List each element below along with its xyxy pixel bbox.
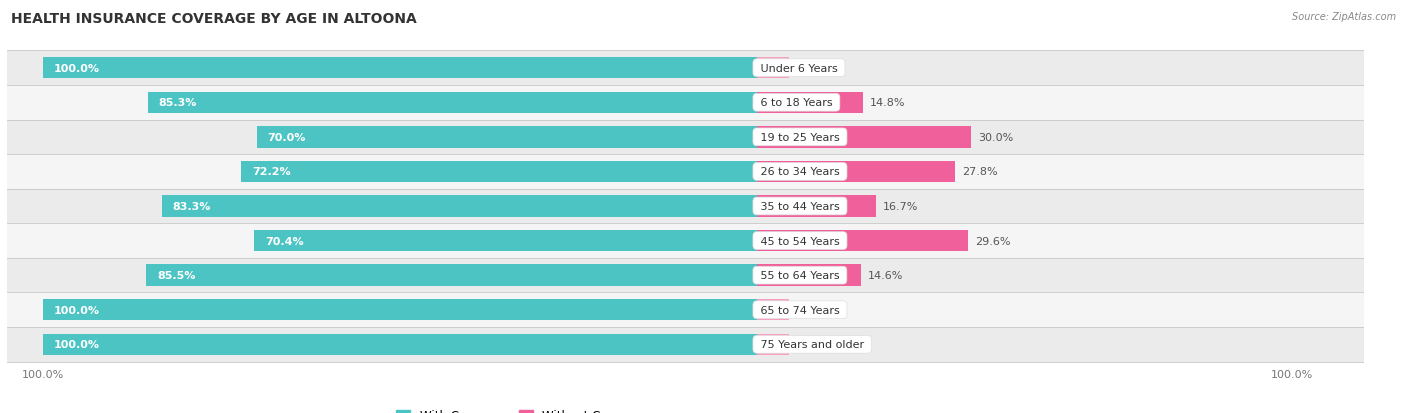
Bar — [7, 327, 1406, 362]
Bar — [756, 93, 862, 114]
Text: 100.0%: 100.0% — [53, 64, 100, 74]
Bar — [162, 196, 756, 217]
Bar — [7, 258, 1406, 293]
Text: 0.0%: 0.0% — [796, 64, 824, 74]
Text: 85.3%: 85.3% — [159, 98, 197, 108]
Bar — [756, 334, 789, 355]
Bar — [756, 161, 955, 183]
Bar — [146, 265, 756, 286]
Bar — [254, 230, 756, 252]
Bar — [7, 51, 1406, 86]
Text: 70.0%: 70.0% — [267, 133, 307, 142]
Text: HEALTH INSURANCE COVERAGE BY AGE IN ALTOONA: HEALTH INSURANCE COVERAGE BY AGE IN ALTO… — [11, 12, 418, 26]
Text: 100.0%: 100.0% — [53, 339, 100, 349]
Text: 75 Years and older: 75 Years and older — [756, 339, 868, 349]
Bar — [42, 334, 756, 355]
Bar — [42, 299, 756, 320]
Bar — [7, 189, 1406, 224]
Bar — [7, 224, 1406, 258]
Text: 100.0%: 100.0% — [53, 305, 100, 315]
Text: 14.8%: 14.8% — [870, 98, 905, 108]
Bar — [756, 196, 876, 217]
Text: 29.6%: 29.6% — [976, 236, 1011, 246]
Bar — [756, 58, 789, 79]
Bar — [7, 293, 1406, 327]
Text: 30.0%: 30.0% — [979, 133, 1014, 142]
Bar — [756, 230, 969, 252]
Text: 0.0%: 0.0% — [796, 339, 824, 349]
Text: Source: ZipAtlas.com: Source: ZipAtlas.com — [1292, 12, 1396, 22]
Text: Under 6 Years: Under 6 Years — [756, 64, 841, 74]
Text: 70.4%: 70.4% — [264, 236, 304, 246]
Text: 6 to 18 Years: 6 to 18 Years — [756, 98, 837, 108]
Bar — [148, 93, 756, 114]
Text: 85.5%: 85.5% — [157, 271, 195, 280]
Bar — [756, 265, 860, 286]
Text: 27.8%: 27.8% — [963, 167, 998, 177]
Text: 26 to 34 Years: 26 to 34 Years — [756, 167, 844, 177]
Text: 72.2%: 72.2% — [252, 167, 291, 177]
Bar — [7, 86, 1406, 120]
Text: 83.3%: 83.3% — [173, 202, 211, 211]
Text: 19 to 25 Years: 19 to 25 Years — [756, 133, 844, 142]
Text: 45 to 54 Years: 45 to 54 Years — [756, 236, 844, 246]
Bar — [756, 299, 789, 320]
Bar — [242, 161, 756, 183]
Bar — [756, 127, 972, 148]
Text: 35 to 44 Years: 35 to 44 Years — [756, 202, 844, 211]
Bar — [7, 120, 1406, 155]
Text: 16.7%: 16.7% — [883, 202, 918, 211]
Text: 0.0%: 0.0% — [796, 305, 824, 315]
Legend: With Coverage, Without Coverage: With Coverage, Without Coverage — [391, 404, 654, 413]
Bar — [7, 155, 1406, 189]
Text: 55 to 64 Years: 55 to 64 Years — [756, 271, 844, 280]
Text: 14.6%: 14.6% — [869, 271, 904, 280]
Bar — [257, 127, 756, 148]
Text: 65 to 74 Years: 65 to 74 Years — [756, 305, 844, 315]
Bar — [42, 58, 756, 79]
